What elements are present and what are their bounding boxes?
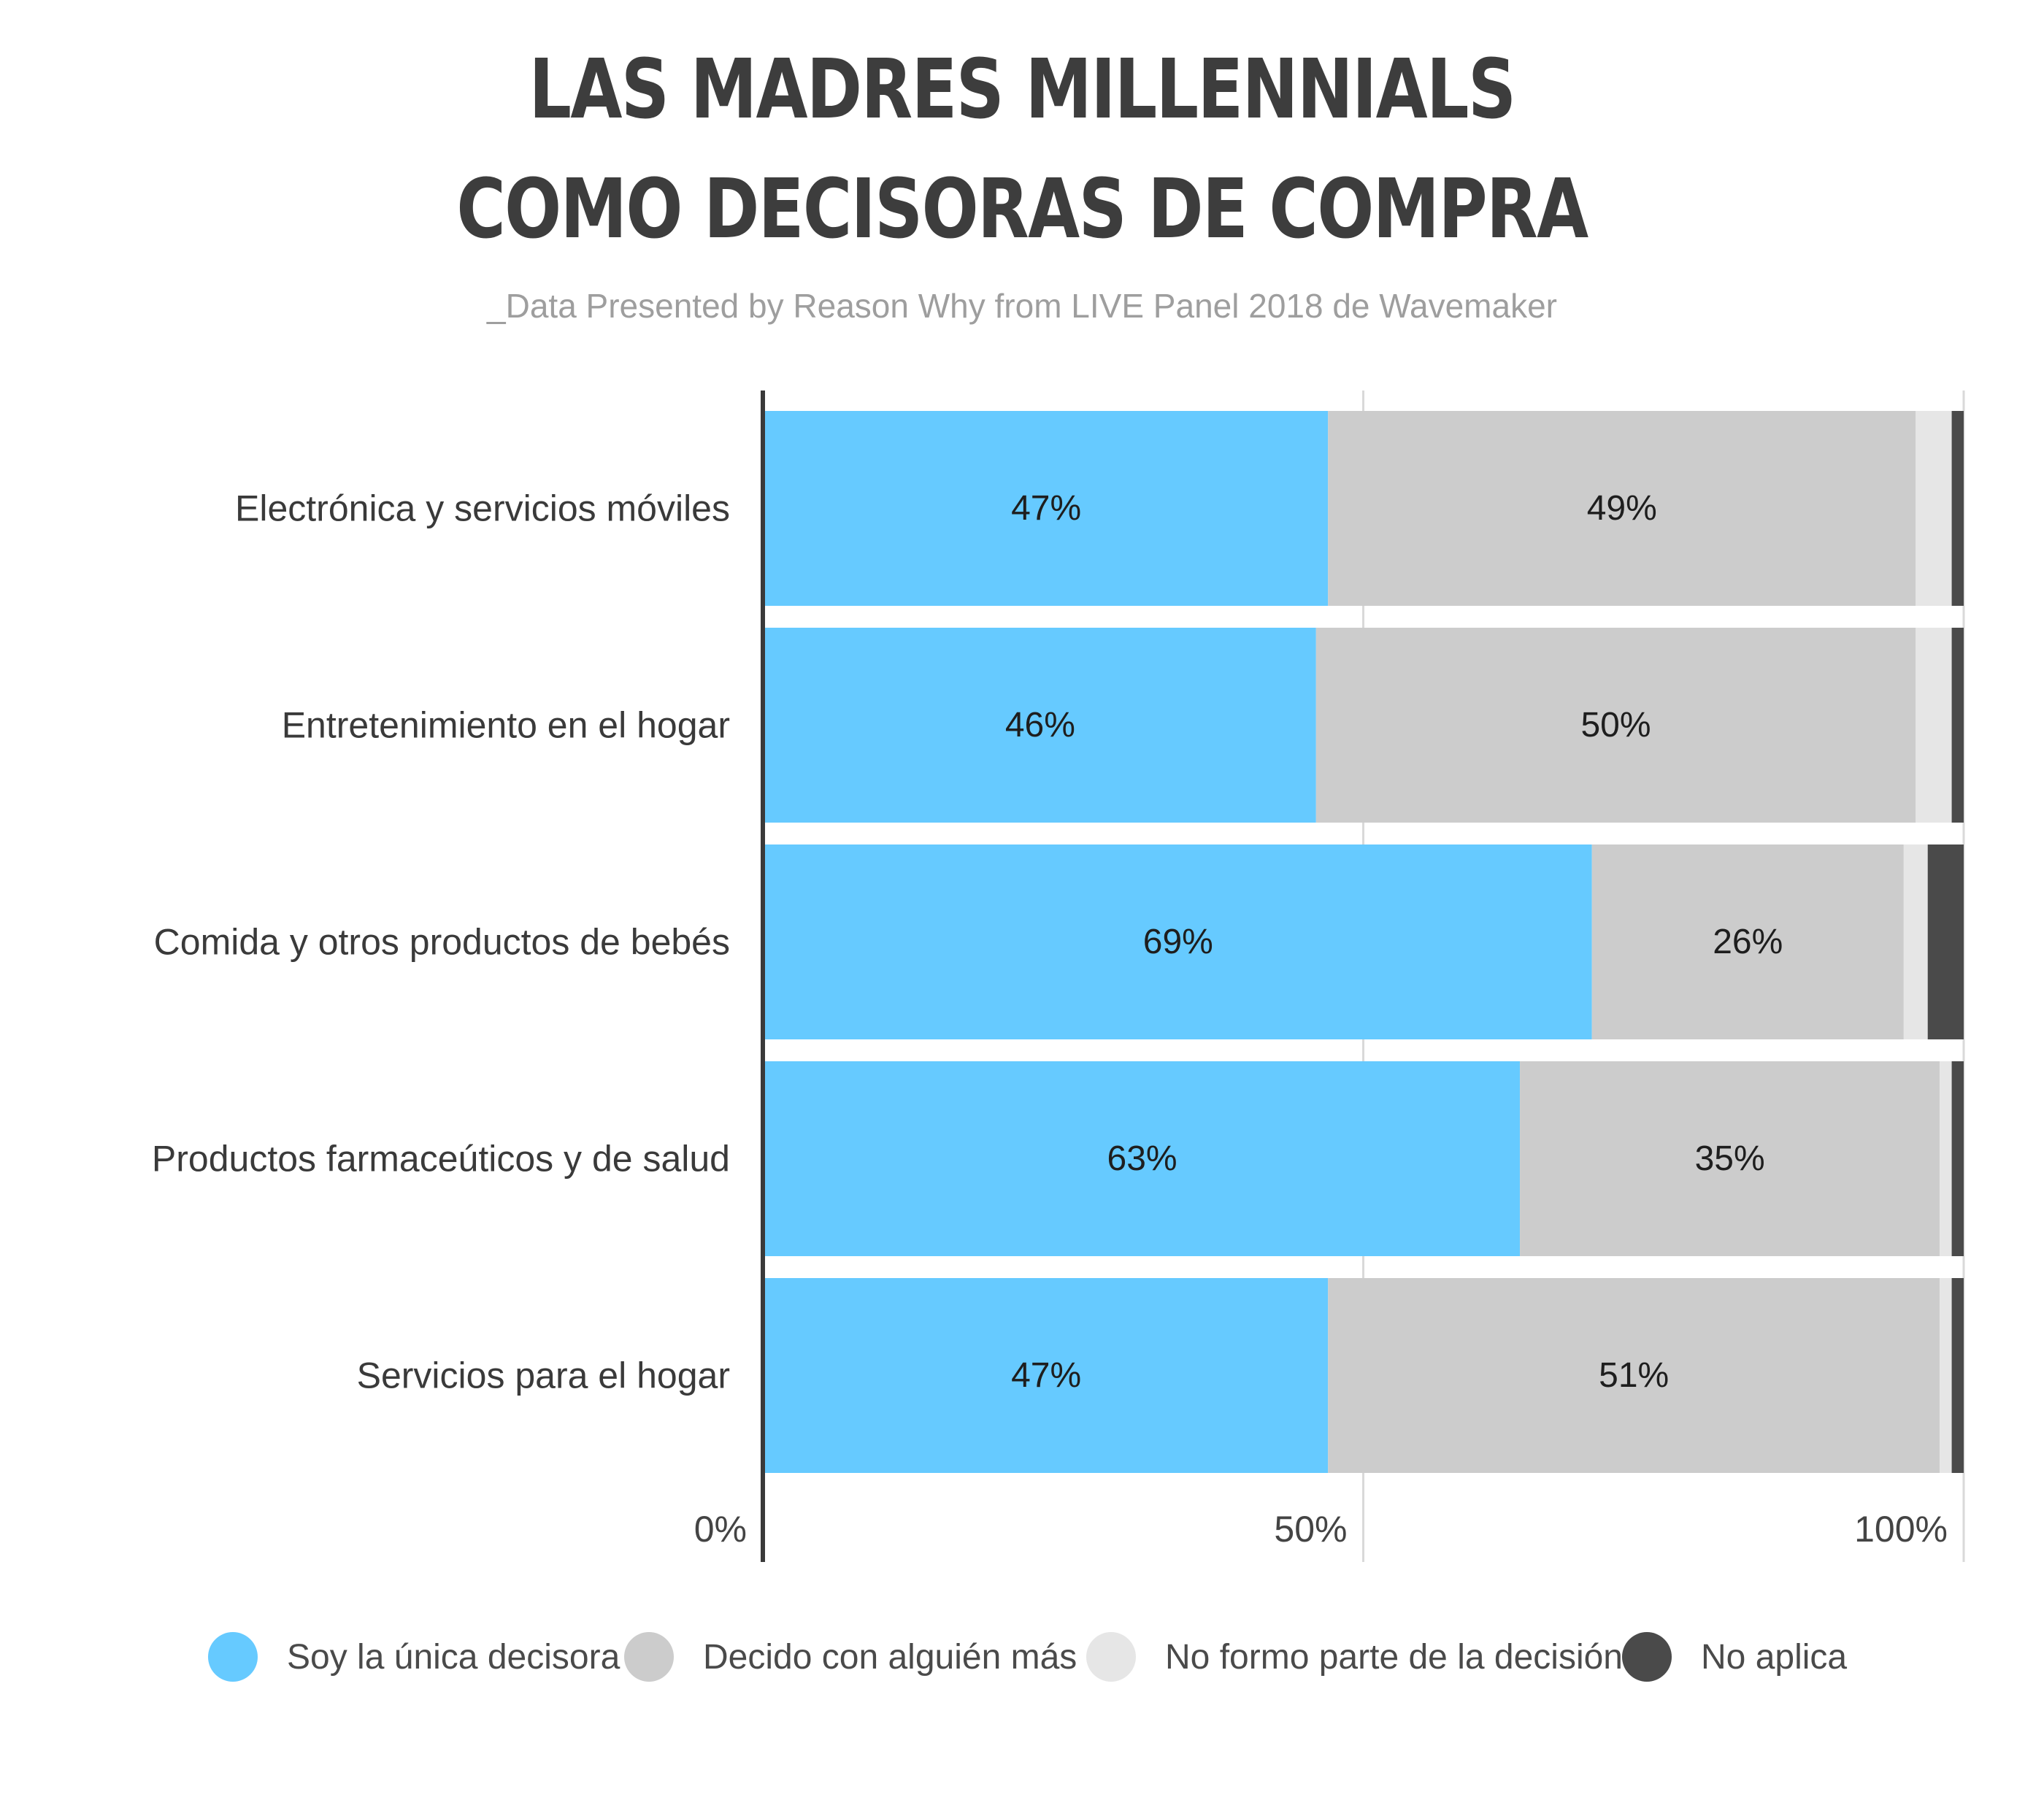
bar-segment: [1328, 411, 1916, 606]
data-label: 50%: [1580, 706, 1651, 745]
data-label: 26%: [1713, 923, 1783, 961]
category-label: Servicios para el hogar: [357, 1355, 730, 1396]
bar-segment: [1951, 1061, 1964, 1256]
chart-legend: Soy la única decisora Decido con alguién …: [0, 1628, 2044, 1686]
chart-title-line-2: COMO DECISORAS DE COMPRA: [456, 162, 1588, 257]
data-label: 49%: [1587, 489, 1657, 528]
legend-item: No aplica: [1622, 1628, 1847, 1686]
bar-segment: [1520, 1061, 1940, 1256]
bar-segment: [764, 1061, 1521, 1256]
data-label: 63%: [1107, 1139, 1177, 1178]
stacked-bar-chart: 47% 49% Electrónica y servicios móviles 46%…: [152, 390, 1965, 1562]
legend-label: No aplica: [1701, 1637, 1848, 1677]
bar-segment: [1591, 844, 1904, 1039]
data-label: 47%: [1011, 1356, 1081, 1395]
data-label: 47%: [1011, 489, 1081, 528]
legend-item: Soy la única decisora: [208, 1628, 620, 1686]
legend-label: No formo parte de la decisión: [1165, 1637, 1623, 1677]
legend-swatch: [1622, 1632, 1672, 1682]
bar-segment: [1951, 1278, 1964, 1473]
legend-item: Decido con alguién más: [624, 1628, 1077, 1686]
bar-segment: [764, 1278, 1329, 1473]
bar-segment: [1903, 844, 1928, 1039]
category-label: Comida y otros productos de bebés: [154, 922, 730, 963]
x-tick-label: 0%: [694, 1509, 747, 1550]
bar-segment: [1940, 1278, 1952, 1473]
x-tick-label: 50%: [1274, 1509, 1347, 1550]
x-tick-label: 100%: [1854, 1509, 1948, 1550]
chart-subtitle: _Data Presented by Reason Why from LIVE …: [487, 287, 1557, 325]
bar-segment: [1940, 1061, 1952, 1256]
bar-segment: [1916, 628, 1952, 823]
legend-swatch: [1086, 1632, 1136, 1682]
chart-title-line-1: LAS MADRES MILLENNIALS: [529, 42, 1517, 137]
bar-segment: [1916, 411, 1952, 606]
category-label: Entretenimiento en el hogar: [282, 705, 730, 746]
category-label: Electrónica y servicios móviles: [235, 488, 730, 529]
legend-swatch: [624, 1632, 674, 1682]
category-label: Productos farmaceúticos y de salud: [152, 1139, 730, 1180]
bar-segment: [764, 411, 1329, 606]
legend-label: Soy la única decisora: [287, 1637, 620, 1677]
bar-segment: [1951, 628, 1964, 823]
bar-segment: [764, 844, 1592, 1039]
legend-label: Decido con alguién más: [703, 1637, 1077, 1677]
bar-segment: [1951, 411, 1964, 606]
data-label: 69%: [1143, 923, 1213, 961]
data-label: 35%: [1695, 1139, 1765, 1178]
legend-item: No formo parte de la decisión: [1086, 1628, 1623, 1686]
data-label: 46%: [1005, 706, 1075, 745]
bar-segment: [1927, 844, 1964, 1039]
bar-segment: [764, 628, 1316, 823]
bar-segment: [1328, 1278, 1940, 1473]
legend-swatch: [208, 1632, 258, 1682]
bar-segment: [1315, 628, 1916, 823]
data-label: 51%: [1599, 1356, 1669, 1395]
